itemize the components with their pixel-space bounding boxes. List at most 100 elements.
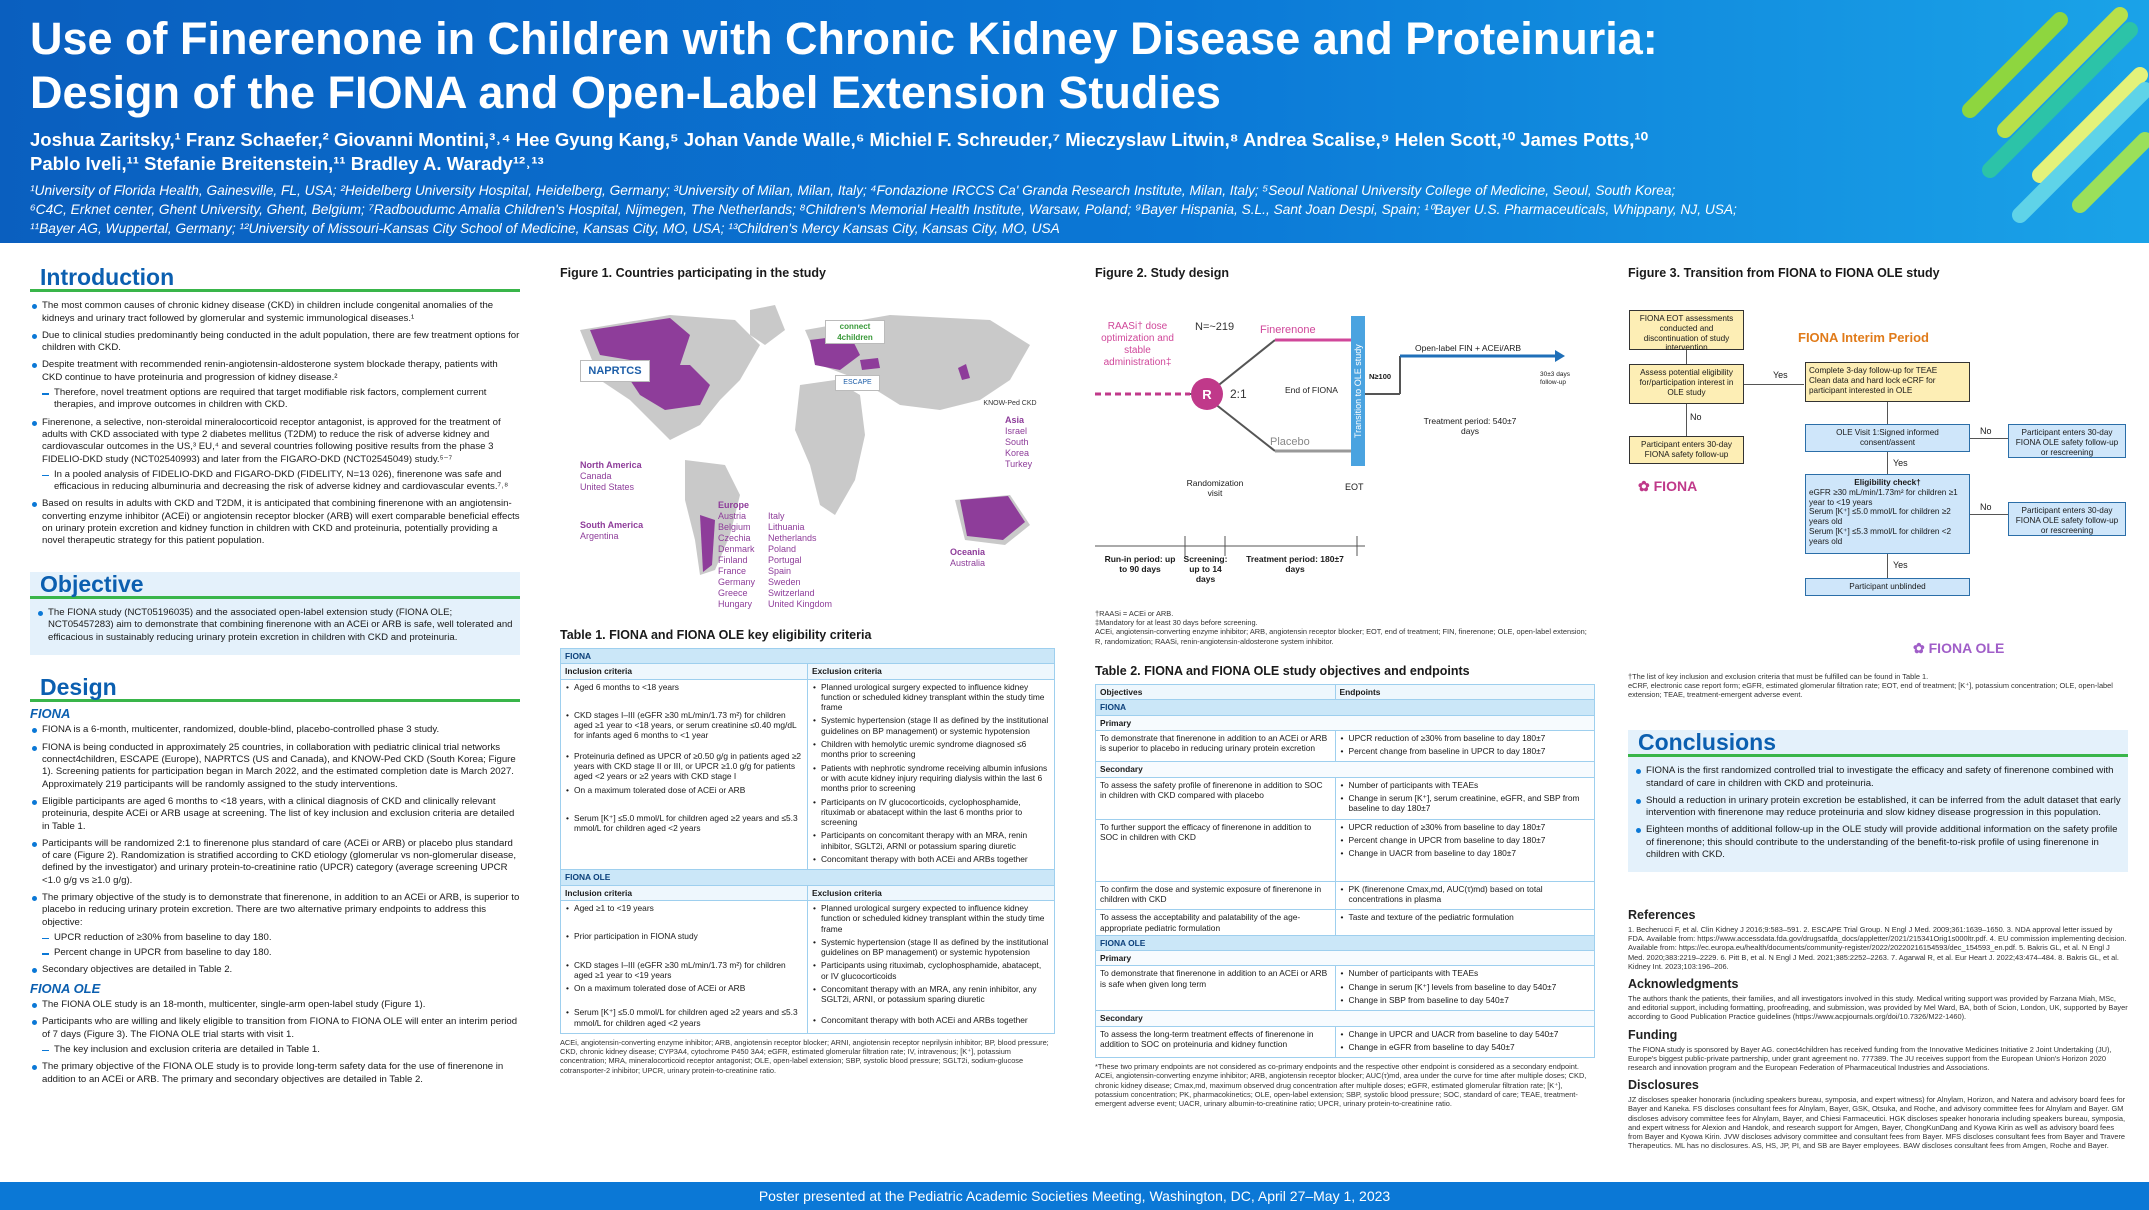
list-item: Secondary objectives are detailed in Tab…	[30, 964, 520, 976]
table-row: CKD stages I–III (eGFR ≥30 mL/min/1.73 m…	[565, 710, 803, 741]
list-item: FIONA is a 6-month, multicenter, randomi…	[30, 724, 520, 736]
fiona-ole-subheading: FIONA OLE	[30, 980, 101, 996]
author-list: Joshua Zaritsky,¹ Franz Schaefer,² Giova…	[30, 129, 1648, 174]
decorative-stripes	[1962, 7, 2149, 223]
list-item: FIONA is being conducted in approximatel…	[30, 742, 520, 791]
table-row: Patients with nephrotic syndrome receivi…	[812, 763, 1050, 794]
conclusions-heading: Conclusions	[1628, 730, 2128, 758]
objective-heading: Objective	[30, 571, 520, 599]
table-row: Systemic hypertension (stage II as defin…	[812, 937, 1050, 958]
europe-label: Europe Austria Belgium Czechia Denmark F…	[718, 500, 833, 609]
list-item: Participants who are willing and likely …	[30, 1016, 520, 1041]
eligibility-box: Eligibility check† eGFR ≥30 mL/min/1.73m…	[1805, 474, 1970, 554]
study-design-diagram	[1095, 316, 1565, 556]
figure-2: Figure 2. Study design RAASi† dose optim…	[1095, 266, 1595, 646]
table-row: Proteinuria defined as UPCR of ≥0.50 g/g…	[565, 751, 803, 782]
interim-period-label: FIONA Interim Period	[1798, 330, 1929, 345]
list-item: The key inclusion and exclusion criteria…	[30, 1044, 520, 1056]
ole-followup-box-1: Participant enters 30-day FIONA OLE safe…	[2008, 424, 2126, 458]
disclosures-heading: Disclosures	[1628, 1078, 1699, 1093]
table-row: Participants using rituximab, cyclophosp…	[812, 960, 1050, 981]
list-item: Participants will be randomized 2:1 to f…	[30, 838, 520, 887]
list-item: Eligible participants are aged 6 months …	[30, 796, 520, 833]
no-label: No	[1690, 412, 1702, 422]
table-row: Planned urological surgery expected to i…	[812, 682, 1050, 713]
ole-followup-box-2: Participant enters 30-day FIONA OLE safe…	[2008, 502, 2126, 536]
references-heading: References	[1628, 908, 1696, 922]
placebo-arm-label: Placebo	[1270, 436, 1310, 448]
list-item: The primary objective of the FIONA OLE s…	[30, 1061, 520, 1086]
n-label: N=~219	[1195, 321, 1235, 333]
fiona-ole-logo: ✿ FIONA OLE	[1913, 640, 2005, 656]
run-in-label: RAASi† dose optimization and stable admi…	[1101, 321, 1174, 368]
treatment-period: Treatment period: 180±7 days	[1246, 554, 1344, 574]
list-item: FIONA is the first randomized controlled…	[1634, 765, 2122, 790]
know-ped-ckd-logo: KNOW-Ped CKD	[983, 400, 1037, 407]
yes-label: Yes	[1893, 458, 1908, 468]
randomization-visit-label: Randomization visit	[1186, 478, 1244, 498]
figure-3-footnote: †The list of key inclusion and exclusion…	[1628, 672, 2113, 700]
north-america-label: North America Canada United States	[580, 460, 642, 492]
list-item: Based on results in adults with CKD and …	[30, 498, 520, 547]
figure-1-caption: Figure 1. Countries participating in the…	[560, 266, 826, 280]
objective-section: Objective The FIONA study (NCT05196035) …	[30, 571, 520, 655]
table-row: CKD stages I–III (eGFR ≥30 mL/min/1.73 m…	[565, 960, 803, 981]
introduction-list: The most common causes of chronic kidney…	[30, 300, 520, 547]
ole-treatment-period: Treatment period: 540±7 days	[1423, 416, 1517, 436]
list-item: UPCR reduction of ≥30% from baseline to …	[30, 932, 520, 944]
assess-box: Assess potential eligibility for/partici…	[1629, 364, 1744, 404]
world-map: NAPRTCS connect 4children ESCAPE KNOW-Pe…	[560, 290, 1055, 620]
run-in-period: Run-in period: up to 90 days	[1104, 554, 1176, 574]
interim-box: Complete 3-day follow-up for TEAE Clean …	[1805, 362, 1970, 402]
table-row: Concomitant therapy with an MRA, any ren…	[812, 984, 1050, 1005]
list-item: Despite treatment with recommended renin…	[30, 359, 520, 384]
introduction-heading: Introduction	[30, 265, 520, 293]
list-item: In a pooled analysis of FIDELIO-DKD and …	[30, 469, 520, 494]
table-row: Participants on concomitant therapy with…	[812, 830, 1050, 851]
eligibility-table: FIONA Inclusion criteria Exclusion criter…	[560, 647, 1055, 1035]
naprtcs-logo: NAPRTCS	[580, 360, 650, 382]
table-2: Table 2. FIONA and FIONA OLE study objec…	[1095, 664, 1596, 1108]
fiona-subheading: FIONA	[30, 706, 71, 722]
design-heading: Design	[30, 674, 520, 703]
follow-up-label: 30±3 days follow-up	[1540, 371, 1570, 386]
references-section: References 1. Becherucci F, et al. Clin …	[1628, 908, 2128, 1151]
fiona-logo: ✿ FIONA	[1638, 478, 1698, 494]
ratio-label: 2:1	[1230, 387, 1247, 401]
table-row: On a maximum tolerated dose of ACEi or A…	[565, 983, 803, 994]
escape-logo: ESCAPE	[835, 375, 880, 391]
table-1-footnote: ACEi, angiotensin-converting enzyme inhi…	[560, 1038, 1049, 1075]
poster-footer: Poster presented at the Pediatric Academ…	[0, 1182, 2149, 1210]
connect4children-logo: connect 4children	[825, 320, 885, 344]
figure-3-caption: Figure 3. Transition from FIONA to FIONA…	[1628, 266, 1940, 280]
oceania-label: Oceania Australia	[950, 547, 986, 568]
yes-label: Yes	[1893, 560, 1908, 570]
poster-title: Use of Finerenone in Children with Chron…	[30, 13, 1658, 118]
no-label: No	[1980, 502, 1992, 512]
table-row: Planned urological surgery expected to i…	[812, 903, 1050, 934]
list-item: Percent change in UPCR from baseline to …	[30, 947, 520, 959]
eot-label: EOT	[1345, 482, 1364, 492]
table-row: Aged ≥1 to <19 years	[565, 903, 803, 914]
finerenone-arm-label: Finerenone	[1260, 324, 1316, 336]
randomization-r: R	[1202, 387, 1212, 402]
table-row: Serum [K⁺] ≤5.0 mmol/L for children aged…	[565, 813, 803, 834]
objectives-table: Objectives Endpoints FIONA Primary To dem…	[1095, 683, 1596, 1059]
table-1-caption: Table 1. FIONA and FIONA OLE key eligibi…	[560, 628, 872, 642]
screening-period: Screening: up to 14 days	[1183, 554, 1228, 584]
design-fiona-list: FIONA is a 6-month, multicenter, randomi…	[30, 724, 520, 976]
list-item: Finerenone, a selective, non-steroidal m…	[30, 417, 520, 466]
yes-label: Yes	[1773, 370, 1788, 380]
figure-2-caption: Figure 2. Study design	[1095, 266, 1230, 280]
table-1: Table 1. FIONA and FIONA OLE key eligibi…	[560, 628, 1055, 1075]
safety-followup-box: Participant enters 30-day FIONA safety f…	[1629, 436, 1744, 464]
list-item: Therefore, novel treatment options are r…	[30, 387, 520, 412]
figure-2-footnote: †RAASi = ACEi or ARB. ‡Mandatory for at …	[1095, 609, 1587, 646]
table-row: Concomitant therapy with both ACEi and A…	[812, 1015, 1050, 1026]
table-row: Prior participation in FIONA study	[565, 931, 803, 942]
table-row: Participants on IV glucocorticoids, cycl…	[812, 797, 1050, 828]
list-item: The FIONA study (NCT05196035) and the as…	[36, 607, 514, 644]
table-row: Systemic hypertension (stage II as defin…	[812, 715, 1050, 736]
list-item: The FIONA OLE study is an 18-month, mult…	[30, 999, 520, 1011]
table-row: On a maximum tolerated dose of ACEi or A…	[565, 785, 803, 796]
